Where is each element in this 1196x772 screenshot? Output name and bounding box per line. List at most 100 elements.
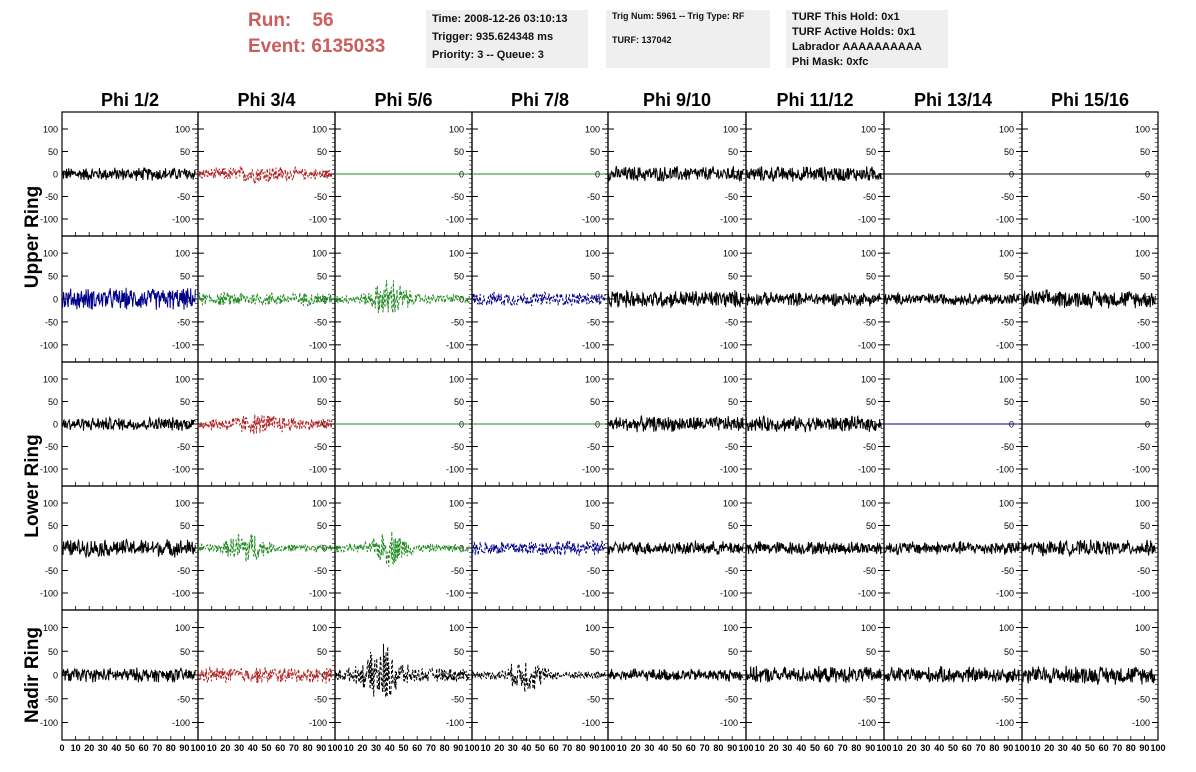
y-tick-label: 50 bbox=[1004, 647, 1014, 657]
waveform-trace bbox=[607, 166, 744, 183]
y-tick-label: 50 bbox=[866, 272, 876, 282]
y-tick-label: 50 bbox=[454, 397, 464, 407]
y-tick-label: 0 bbox=[185, 671, 190, 681]
phi-mask-text: Phi Mask: 0xfc bbox=[792, 56, 869, 68]
x-tick-label: 100 bbox=[327, 743, 342, 753]
y-tick-label: -100 bbox=[1132, 215, 1150, 225]
x-tick-label: 20 bbox=[220, 743, 230, 753]
x-tick-label: 20 bbox=[769, 743, 779, 753]
x-tick-label: 0 bbox=[59, 743, 64, 753]
x-tick-label: 80 bbox=[576, 743, 586, 753]
y-tick-label: 50 bbox=[866, 147, 876, 157]
waveform-trace bbox=[607, 668, 744, 682]
trigger-info-panel: Trig Num: 5961 -- Trig Type: RF TURF: 13… bbox=[606, 10, 770, 68]
y-tick-label: 50 bbox=[454, 272, 464, 282]
x-tick-label: 100 bbox=[1150, 743, 1165, 753]
x-tick-label: 40 bbox=[521, 743, 531, 753]
y-tick-label: -100 bbox=[996, 340, 1014, 350]
y-tick-label: 100 bbox=[585, 375, 600, 385]
x-tick-label: 30 bbox=[508, 743, 518, 753]
x-tick-label: 20 bbox=[907, 743, 917, 753]
x-tick-label: 10 bbox=[617, 743, 627, 753]
y-tick-label: 50 bbox=[590, 647, 600, 657]
x-tick-label: 60 bbox=[686, 743, 696, 753]
y-tick-label: 50 bbox=[1004, 272, 1014, 282]
x-tick-label: 60 bbox=[139, 743, 149, 753]
y-tick-label: 100 bbox=[1135, 249, 1150, 259]
x-tick-label: 20 bbox=[357, 743, 367, 753]
x-tick-label: 80 bbox=[713, 743, 723, 753]
y-tick-label: 100 bbox=[585, 623, 600, 633]
x-tick-label: 30 bbox=[920, 743, 930, 753]
y-tick-label: -100 bbox=[40, 465, 58, 475]
y-tick-label: 100 bbox=[1135, 499, 1150, 509]
y-tick-label: 50 bbox=[728, 272, 738, 282]
y-tick-label: 0 bbox=[871, 420, 876, 430]
y-tick-label: -50 bbox=[1001, 317, 1014, 327]
turf-hold-text: TURF This Hold: 0x1 bbox=[792, 11, 900, 23]
y-tick-label: -100 bbox=[582, 340, 600, 350]
x-tick-label: 100 bbox=[876, 743, 891, 753]
x-tick-label: 30 bbox=[98, 743, 108, 753]
y-tick-label: 50 bbox=[728, 521, 738, 531]
y-tick-label: -50 bbox=[863, 694, 876, 704]
y-tick-label: -50 bbox=[45, 566, 58, 576]
waveform-trace bbox=[197, 665, 333, 684]
y-tick-label: -50 bbox=[1001, 694, 1014, 704]
labrador-text: Labrador AAAAAAAAAA bbox=[792, 41, 922, 53]
y-tick-label: -100 bbox=[40, 215, 58, 225]
y-tick-label: 50 bbox=[728, 397, 738, 407]
waveform-trace bbox=[883, 541, 1020, 556]
y-tick-label: 0 bbox=[871, 544, 876, 554]
y-tick-label: 50 bbox=[180, 397, 190, 407]
y-tick-label: 100 bbox=[175, 249, 190, 259]
waveform-trace bbox=[745, 415, 882, 433]
y-tick-label: -50 bbox=[314, 694, 327, 704]
x-tick-label: 70 bbox=[562, 743, 572, 753]
y-tick-label: -100 bbox=[1132, 718, 1150, 728]
y-tick-label: 100 bbox=[999, 623, 1014, 633]
x-tick-label: 90 bbox=[179, 743, 189, 753]
y-tick-label: 100 bbox=[999, 249, 1014, 259]
x-tick-label: 100 bbox=[738, 743, 753, 753]
y-tick-label: 0 bbox=[53, 671, 58, 681]
x-tick-label: 20 bbox=[1044, 743, 1054, 753]
y-tick-label: 50 bbox=[180, 647, 190, 657]
x-tick-label: 50 bbox=[672, 743, 682, 753]
y-tick-label: -50 bbox=[587, 566, 600, 576]
x-tick-label: 40 bbox=[248, 743, 258, 753]
column-title: Phi 3/4 bbox=[237, 90, 295, 110]
y-tick-label: 0 bbox=[53, 544, 58, 554]
x-tick-label: 70 bbox=[426, 743, 436, 753]
x-tick-label: 100 bbox=[464, 743, 479, 753]
x-tick-label: 70 bbox=[1112, 743, 1122, 753]
x-tick-label: 30 bbox=[782, 743, 792, 753]
y-tick-label: -50 bbox=[1001, 442, 1014, 452]
y-tick-label: 100 bbox=[723, 499, 738, 509]
waveform-trace bbox=[745, 291, 882, 307]
y-tick-label: 0 bbox=[53, 170, 58, 180]
y-tick-label: 50 bbox=[317, 521, 327, 531]
waveform-trace bbox=[471, 662, 606, 693]
y-tick-label: 0 bbox=[53, 295, 58, 305]
y-tick-label: -50 bbox=[863, 566, 876, 576]
x-tick-label: 10 bbox=[481, 743, 491, 753]
y-tick-label: 100 bbox=[449, 623, 464, 633]
y-tick-label: 100 bbox=[861, 375, 876, 385]
y-tick-label: -50 bbox=[177, 566, 190, 576]
y-tick-label: 100 bbox=[861, 249, 876, 259]
y-tick-label: 100 bbox=[723, 375, 738, 385]
y-tick-label: -50 bbox=[725, 317, 738, 327]
y-tick-label: -100 bbox=[172, 340, 190, 350]
y-tick-label: -100 bbox=[582, 465, 600, 475]
waveform-trace bbox=[334, 280, 470, 314]
y-tick-label: 100 bbox=[449, 499, 464, 509]
x-tick-label: 70 bbox=[976, 743, 986, 753]
y-tick-label: 100 bbox=[723, 249, 738, 259]
y-tick-label: 0 bbox=[733, 170, 738, 180]
y-tick-label: -100 bbox=[446, 465, 464, 475]
x-tick-label: 80 bbox=[166, 743, 176, 753]
y-tick-label: 50 bbox=[1140, 397, 1150, 407]
waveform-trace bbox=[1021, 288, 1156, 309]
y-tick-label: -50 bbox=[587, 442, 600, 452]
